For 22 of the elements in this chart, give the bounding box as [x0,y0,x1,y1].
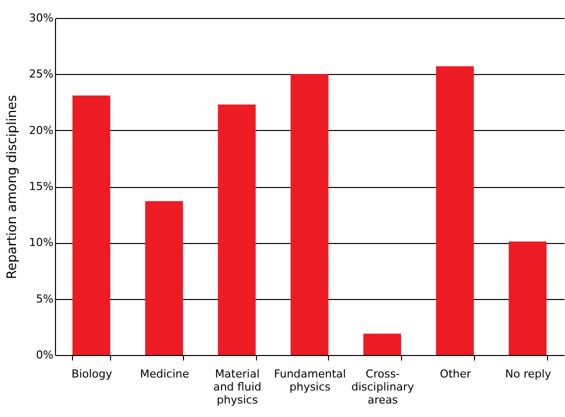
y-tick-label: 10% [29,236,54,250]
y-tick-label: 20% [29,124,54,137]
bar [145,201,183,355]
x-tick-label: Fundamental physics [274,368,346,394]
x-tick-label: No reply [505,368,552,380]
y-tick-label: 30% [29,12,54,24]
bar [218,104,256,355]
y-tick-label: 25% [29,68,54,81]
y-tick-label: 0% [36,348,54,362]
x-tick-label: Other [440,368,472,380]
y-tick-label: 15% [29,180,54,193]
x-tick-label: Biology [72,368,113,380]
bar [508,242,547,355]
bar [363,334,402,355]
y-axis-title: Repartion among disciplines [5,94,20,280]
x-tick-label: Medicine [140,368,190,380]
bar [436,66,474,355]
bar [290,74,328,355]
x-tick-label: Material and fluid physics [213,368,262,406]
x-tick-label: Cross-disciplinary areas [351,368,415,406]
bar [72,96,110,355]
y-tick-label: 5% [36,292,54,306]
